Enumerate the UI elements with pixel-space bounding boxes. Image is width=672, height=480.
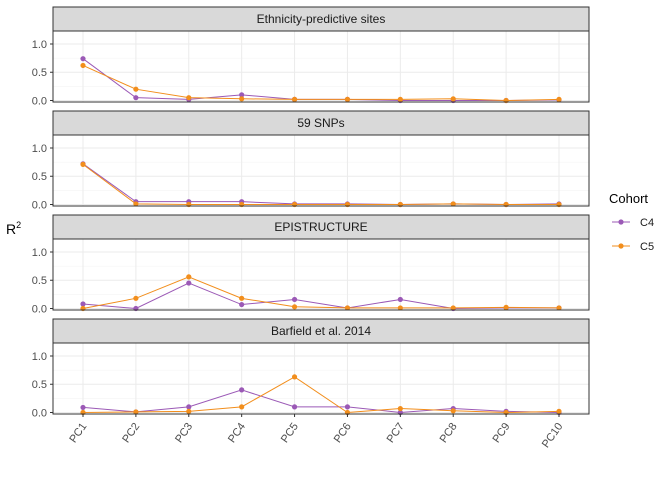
facet-title: Barfield et al. 2014 [271,324,371,338]
y-tick-label: 0.5 [32,171,47,183]
data-point-c5 [133,201,139,207]
data-point-c5 [133,295,139,301]
data-point-c5 [239,295,245,301]
data-point-c4 [344,404,351,410]
data-point-c5 [133,409,139,415]
data-point-c5 [450,305,456,311]
facet-panel-4: Barfield et al. 2014 0.0 0.5 1.0 PC1 PC2 PC3 PC… [32,318,590,450]
y-tick-label: 1.0 [32,143,47,155]
x-tick-label: PC7 [385,421,407,445]
facet-panel-1: Ethnicity-predictive sites 0.0 0.5 1.0 [32,6,590,108]
x-tick-label: PC8 [438,421,460,445]
series-line-c5 [82,65,560,102]
facet-panel-3: EPISTRUCTURE 0.0 0.5 1.0 [32,214,590,316]
panel-border [52,30,590,103]
x-tick-label: PC3 [173,421,195,445]
data-point-c5 [503,304,509,310]
series-line-c4 [82,389,560,414]
x-tick-label: PC2 [120,421,142,445]
y-axis-title-base: R [6,221,16,237]
facet-panel-2: 59 SNPs 0.0 0.5 1.0 [32,110,590,212]
data-point-c5 [291,304,298,310]
data-point-c5 [239,96,245,102]
data-point-c5 [80,161,86,167]
data-point-c4 [80,301,86,307]
data-point-c5 [344,305,351,311]
data-point-c5 [450,408,456,414]
plot-area [53,135,589,206]
data-point-c5 [291,96,298,102]
legend-key-point [618,219,624,225]
y-axis-title: R2 [6,220,21,237]
y-tick-label: 0.5 [32,275,47,287]
y-tick-label: 0.0 [32,96,47,108]
facet-strip [52,6,590,32]
data-point-c4 [239,387,245,393]
data-point-c5 [344,96,351,102]
y-tick-label: 0.0 [32,408,47,420]
data-point-c5 [450,96,456,102]
data-point-c5 [133,86,139,92]
y-tick-label: 1.0 [32,39,47,51]
data-point-c5 [397,305,403,311]
x-tick-label: PC4 [226,421,248,445]
facet-title: EPISTRUCTURE [274,220,367,234]
plot-area [53,239,589,310]
data-point-c5 [397,405,403,412]
y-tick-label: 0.5 [32,67,47,79]
panel-border [52,134,590,207]
plot-area [53,343,589,414]
data-point-c5 [186,95,192,101]
y-tick-label: 0.5 [32,379,47,391]
series-line-c5 [82,376,560,414]
data-point-c5 [556,305,562,311]
x-tick-label: PC10 [540,421,566,450]
x-tick-label: PC5 [279,421,301,445]
y-axis-title-superscript: 2 [16,220,21,230]
data-point-c5 [239,404,245,410]
data-point-c4 [291,404,298,410]
data-point-c5 [556,96,562,102]
x-tick-label: PC6 [332,421,354,445]
data-point-c5 [186,408,192,414]
facet-title: Ethnicity-predictive sites [257,12,386,26]
plot-area [53,31,589,102]
data-point-c4 [80,404,86,411]
legend-title: Cohort [609,191,648,206]
series-line-c5 [82,163,559,205]
legend: Cohort C4 C5 [609,191,654,253]
data-point-c4 [80,56,86,62]
data-point-c5 [291,374,298,380]
panel-border [52,238,590,311]
x-tick-label: PC1 [67,421,89,445]
data-point-c4 [291,296,298,303]
panel-border [52,342,590,415]
legend-label-c5: C5 [640,241,654,253]
facet-title: 59 SNPs [297,116,344,130]
facet-strip [52,318,590,344]
data-point-c4 [186,280,192,286]
data-point-c4 [186,404,192,410]
legend-label-c4: C4 [640,217,654,229]
data-point-c4 [133,95,139,101]
series-line-c5 [82,276,560,309]
y-tick-label: 0.0 [32,304,47,316]
data-point-c5 [450,201,456,207]
data-point-c5 [80,62,86,69]
data-point-c5 [397,96,403,102]
x-tick-label: PC9 [490,421,512,445]
data-point-c5 [186,274,192,280]
legend-key-point [618,243,624,249]
series-line-c4 [82,282,559,310]
y-tick-label: 1.0 [32,351,47,363]
data-point-c4 [239,301,245,308]
data-point-c4 [397,296,403,303]
y-tick-label: 0.0 [32,200,47,212]
y-tick-label: 1.0 [32,247,47,259]
data-point-c5 [556,408,562,414]
data-point-c4 [239,92,245,98]
